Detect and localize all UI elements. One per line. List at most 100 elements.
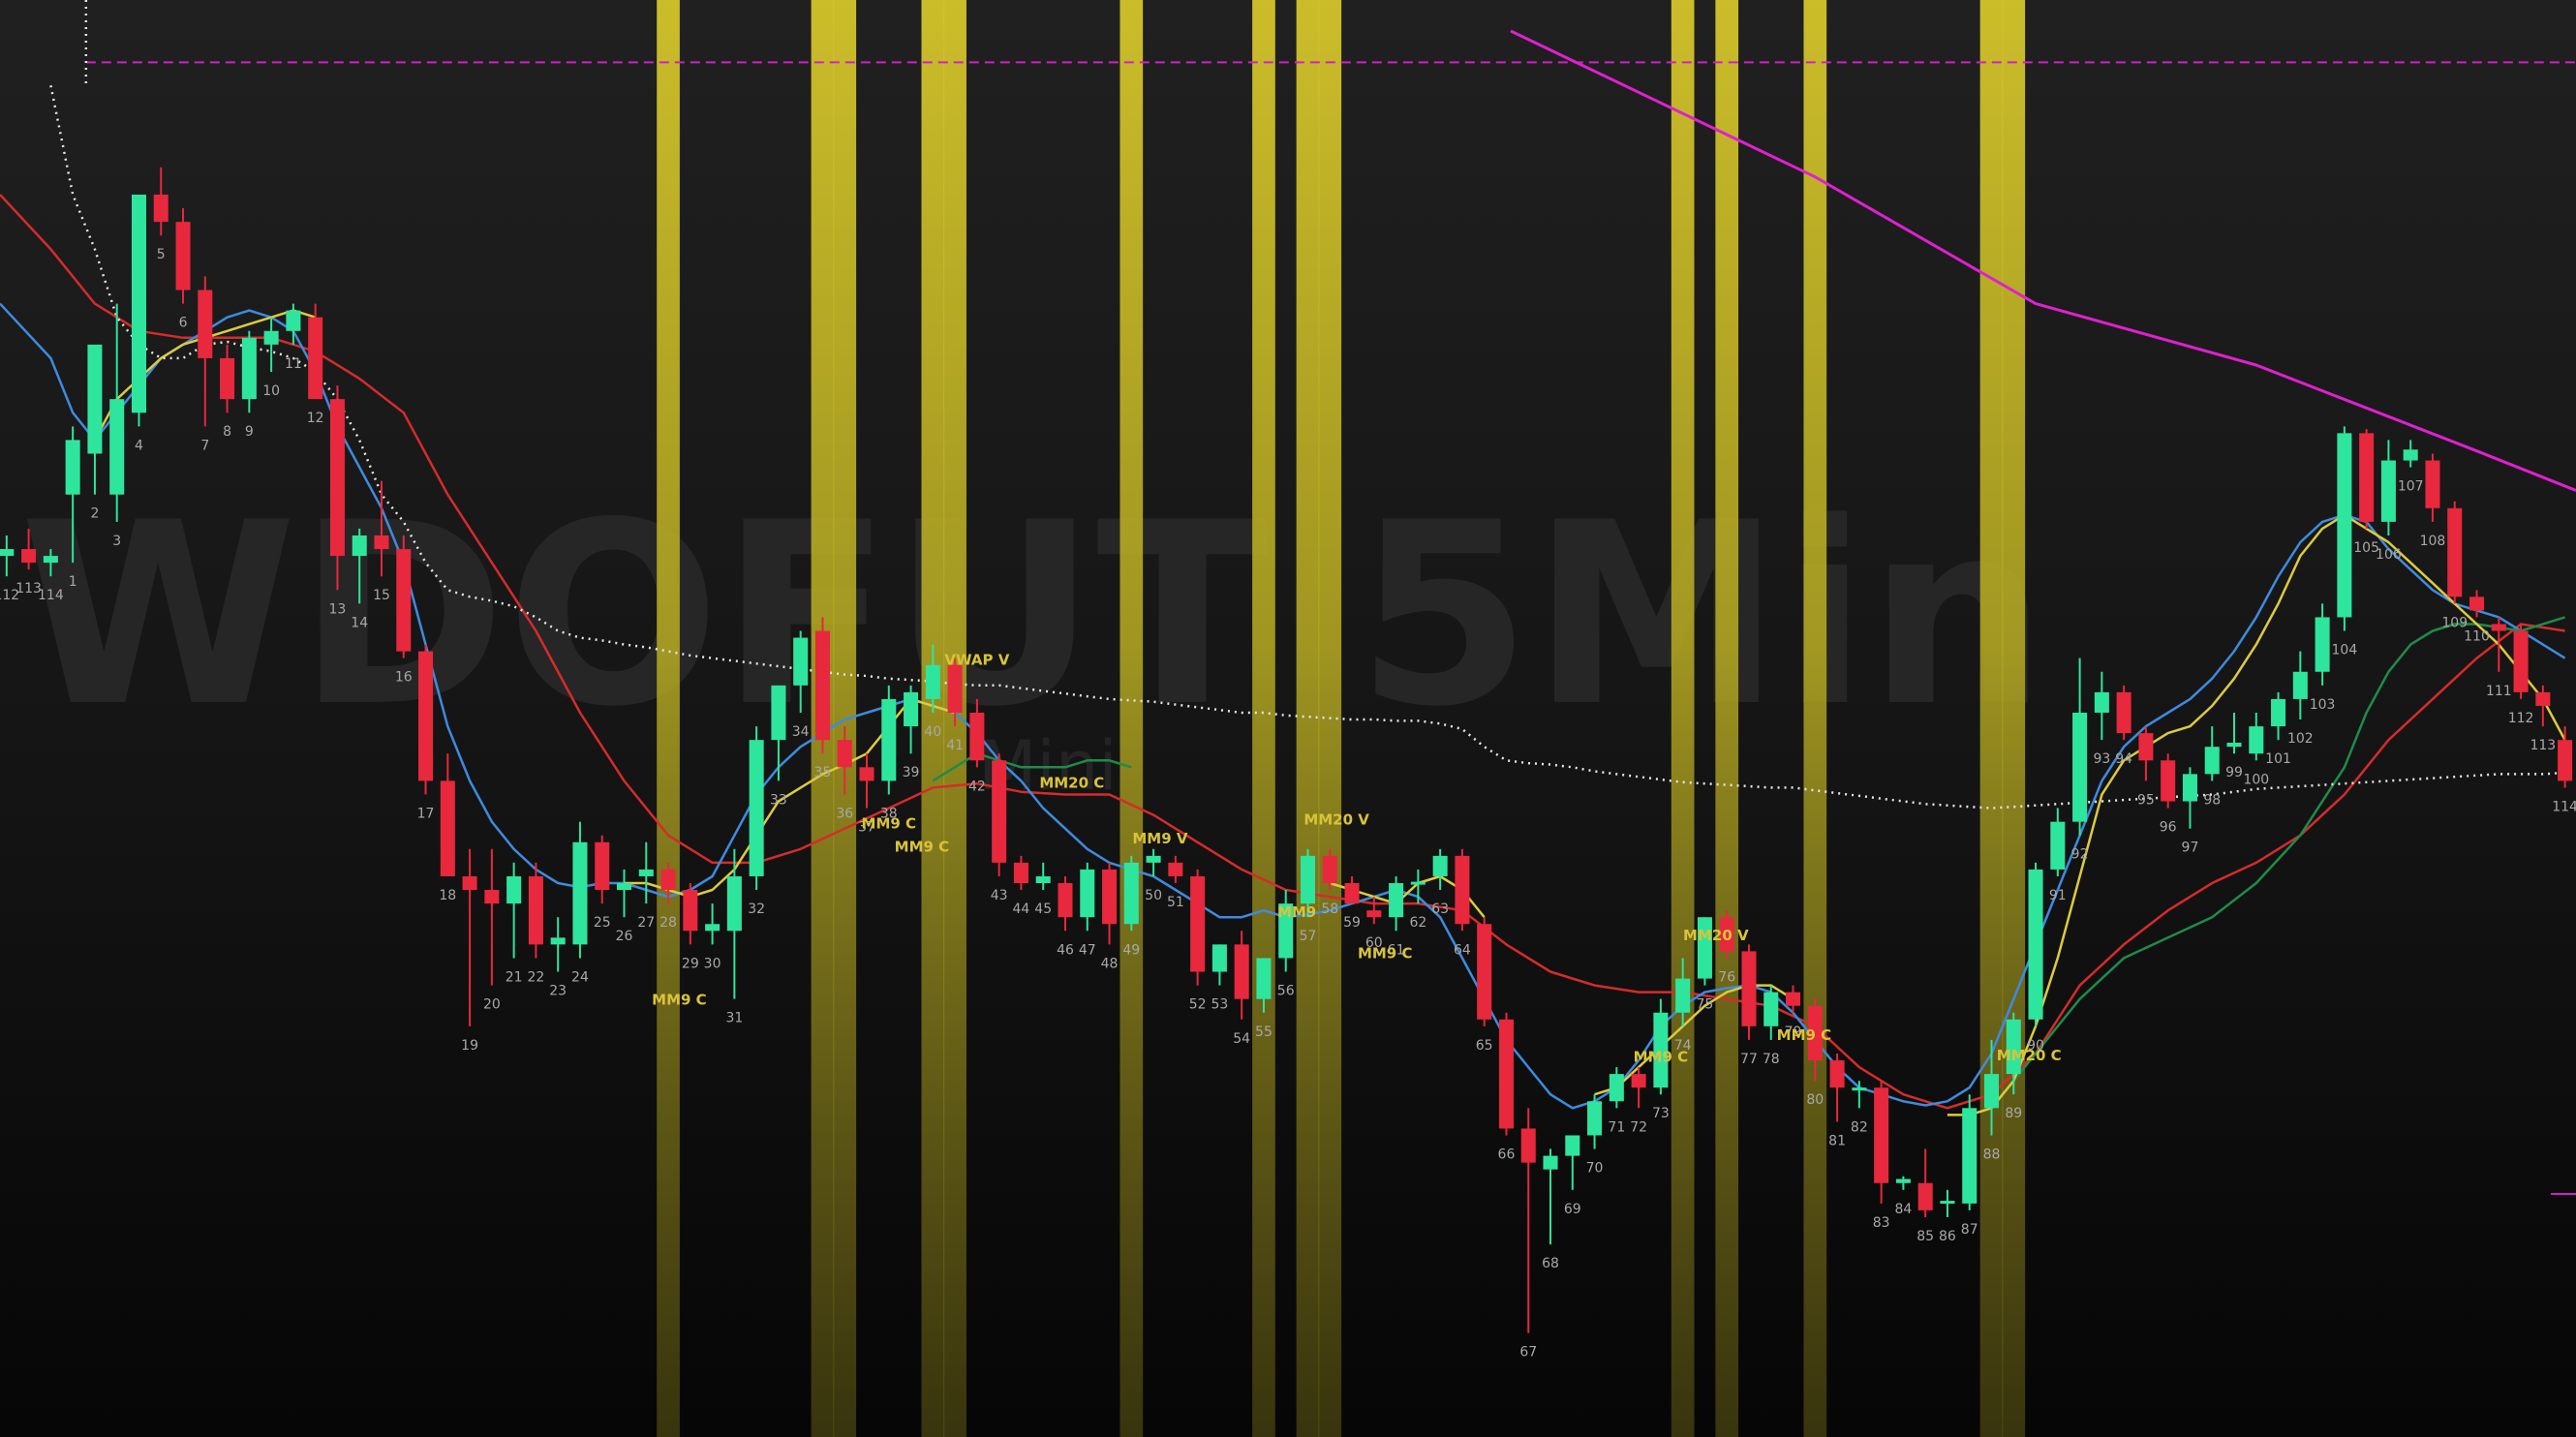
candle-body-46 [1058, 883, 1073, 918]
candle-body-2 [87, 344, 103, 454]
candle-body-60 [1366, 910, 1382, 918]
candle-label-103: 103 [2310, 697, 2336, 713]
candle-label-5: 5 [157, 247, 166, 262]
candle-label-64: 64 [1454, 942, 1471, 958]
candle-label-68: 68 [1542, 1256, 1559, 1271]
candle-label-91: 91 [2049, 888, 2067, 903]
candle-body-37 [859, 767, 874, 781]
candle-body-29 [683, 890, 698, 932]
candle-body-34 [793, 637, 809, 686]
signal-label-9: MM9 C [1358, 944, 1413, 962]
candle-body-113 [21, 549, 37, 564]
candle-label-36: 36 [836, 806, 853, 821]
candle-body-19 [462, 875, 477, 891]
candle-body-18 [440, 780, 455, 876]
candle-body-7 [198, 290, 213, 358]
candle-body-112 [2513, 630, 2529, 692]
candle-body-64 [1455, 855, 1470, 925]
candle-label-11: 11 [285, 356, 302, 372]
candle-body-86 [1940, 1201, 1955, 1205]
candle-body-90 [2028, 869, 2043, 1020]
ma-blue-line [0, 302, 2566, 1110]
candle-body-25 [595, 841, 610, 891]
candle-label-85: 85 [1917, 1229, 1934, 1244]
signal-label-10: MM20 V [1683, 927, 1749, 944]
candle-label-2: 2 [90, 506, 99, 522]
candle-body-91 [2050, 821, 2066, 870]
candle-label-105: 105 [2353, 540, 2379, 556]
candle-body-35 [814, 630, 830, 741]
highlight-bar-49 [1119, 0, 1144, 1437]
candle-label-72: 72 [1630, 1119, 1647, 1135]
candle-body-28 [660, 869, 676, 891]
candle-body-101 [2271, 698, 2286, 727]
signal-label-12: MM9 C [1777, 1026, 1832, 1044]
candle-label-56: 56 [1277, 984, 1295, 999]
candle-label-44: 44 [1013, 902, 1030, 917]
candle-label-111: 111 [2486, 684, 2512, 699]
candle-label-108: 108 [2420, 534, 2446, 549]
candle-label-83: 83 [1873, 1215, 1890, 1231]
candle-body-14 [352, 535, 367, 557]
candle-label-97: 97 [2182, 841, 2199, 856]
candle-body-6 [175, 222, 191, 290]
candle-body-97 [2182, 774, 2197, 802]
candle-body-3 [109, 399, 125, 495]
candle-body-23 [550, 937, 566, 945]
candle-labels: 1121131141234567891011121314151617181920… [0, 247, 2576, 1360]
candle-label-48: 48 [1101, 956, 1119, 971]
candle-body-55 [1256, 958, 1272, 999]
ma-yellow-line-4 [1594, 984, 1794, 1096]
candle-label-12: 12 [307, 411, 324, 426]
candle-label-114: 114 [2552, 799, 2576, 814]
candle-label-14: 14 [351, 615, 368, 630]
candle-body-4 [131, 194, 146, 413]
candle-body-56 [1278, 903, 1294, 959]
candle-body-110 [2469, 596, 2485, 611]
candle-body-67 [1520, 1128, 1536, 1163]
candle-body-20 [484, 890, 500, 904]
candle-body-112 [0, 549, 15, 557]
candle-label-86: 86 [1939, 1229, 1956, 1244]
candle-body-1 [65, 440, 80, 495]
candle-label-71: 71 [1608, 1119, 1625, 1135]
candle-label-42: 42 [968, 779, 986, 794]
candle-label-18: 18 [439, 888, 456, 903]
candle-label-35: 35 [814, 765, 832, 780]
candle-body-109 [2447, 507, 2463, 597]
ma-green-line-2 [1990, 616, 2565, 1110]
candle-label-4: 4 [135, 438, 143, 453]
candle-label-106: 106 [2376, 547, 2402, 563]
candle-body-40 [925, 664, 940, 699]
candle-body-105 [2359, 433, 2375, 522]
candle-label-20: 20 [483, 997, 501, 1013]
candle-body-58 [1322, 855, 1337, 883]
candle-body-13 [329, 399, 345, 557]
candle-body-111 [2491, 624, 2506, 631]
candle-label-49: 49 [1122, 942, 1140, 958]
candle-body-45 [1035, 875, 1051, 883]
candle-body-71 [1609, 1074, 1624, 1102]
candle-body-38 [881, 698, 897, 781]
candle-body-107 [2403, 449, 2418, 461]
signal-label-8: MM9 [1277, 903, 1316, 921]
candle-body-77 [1741, 951, 1757, 1026]
candle-label-98: 98 [2203, 792, 2221, 808]
candle-body-42 [969, 713, 985, 761]
candle-label-101: 101 [2265, 751, 2291, 767]
candle-body-99 [2226, 742, 2242, 748]
candle-label-102: 102 [2287, 731, 2314, 747]
candle-body-68 [1543, 1155, 1558, 1170]
candle-label-24: 24 [571, 969, 589, 985]
candle-body-102 [2292, 671, 2308, 699]
candle-label-95: 95 [2137, 792, 2155, 808]
candle-body-87 [1962, 1108, 1978, 1204]
candle-body-73 [1653, 1012, 1669, 1088]
candle-label-70: 70 [1586, 1161, 1604, 1177]
indicator-lines [0, 0, 2576, 1195]
candle-body-22 [528, 875, 543, 945]
candle-label-6: 6 [179, 316, 188, 331]
candle-body-33 [771, 685, 786, 741]
signal-label-3: MM9 C [895, 839, 950, 856]
highlight-bar-88 [1979, 0, 2004, 1437]
